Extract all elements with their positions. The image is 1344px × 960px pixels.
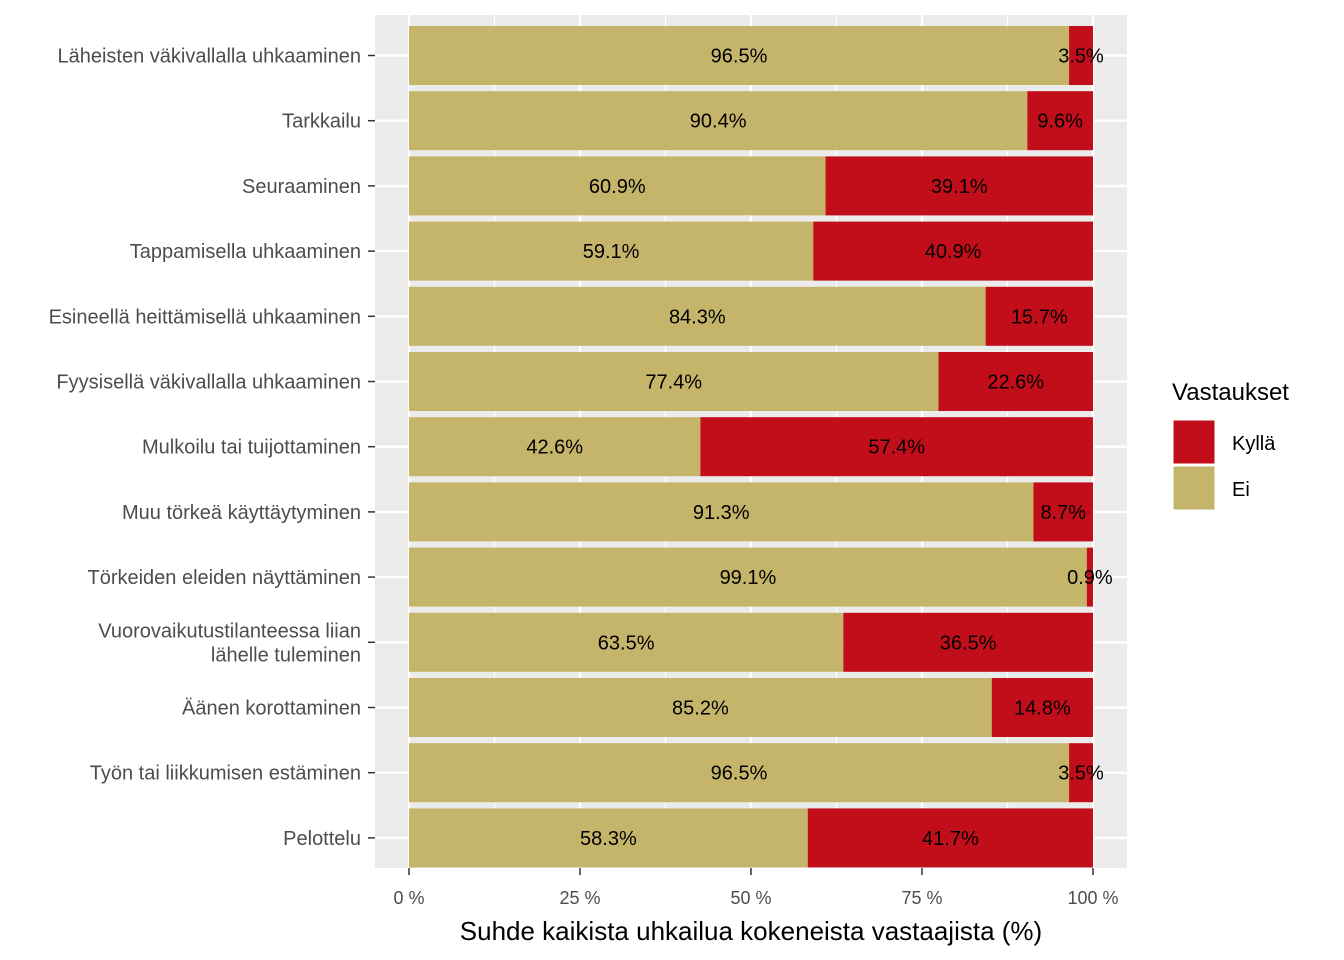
bar-kyll-: [1086, 547, 1093, 607]
bar-kyll-: [807, 808, 1093, 868]
category-label: Törkeiden eleiden näyttäminen: [87, 567, 361, 589]
bar-ei: [409, 417, 701, 477]
category-label: Äänen korottaminen: [182, 698, 361, 720]
bar-ei: [409, 808, 808, 868]
legend-title: Vastaukset: [1172, 379, 1289, 406]
data-label: 99.1%: [720, 567, 777, 589]
bar-ei: [409, 91, 1028, 151]
bar-kyll-: [938, 352, 1093, 411]
legend: Vastaukset Kyllä Ei: [1172, 379, 1289, 511]
bar-ei: [409, 26, 1070, 85]
category-label: Työn tai liikkumisen estäminen: [90, 763, 361, 785]
category-label: Esineellä heittämisellä uhkaaminen: [49, 306, 361, 328]
legend-swatch: [1172, 419, 1216, 465]
bar-ei: [409, 547, 1087, 607]
x-tick-label: 50 %: [730, 888, 771, 908]
data-label: 42.6%: [526, 437, 583, 459]
data-label: 84.3%: [669, 306, 726, 328]
data-label: 59.1%: [583, 241, 640, 263]
category-label: Fyysisellä väkivallalla uhkaaminen: [56, 372, 361, 394]
data-label: 22.6%: [987, 372, 1044, 394]
bar-kyll-: [700, 417, 1093, 477]
data-label: 96.5%: [711, 46, 768, 68]
category-label: Muu törkeä käyttäytyminen: [122, 502, 361, 524]
data-label: 90.4%: [690, 111, 747, 133]
x-tick-label: 25 %: [559, 888, 600, 908]
category-label: Mulkoilu tai tuijottaminen: [142, 437, 361, 459]
data-label: 40.9%: [925, 241, 982, 263]
category-label: lähelle tuleminen: [211, 644, 361, 666]
bar-kyll-: [985, 286, 1093, 346]
x-tick-label: 100 %: [1067, 888, 1118, 908]
data-label: 60.9%: [589, 176, 646, 198]
data-label: 15.7%: [1011, 306, 1068, 328]
bar-kyll-: [991, 678, 1093, 737]
bar-ei: [409, 352, 939, 411]
x-tick-label: 75 %: [901, 888, 942, 908]
legend-swatch: [1172, 465, 1216, 511]
x-axis: 0 % 25 % 50 % 75 % 100 %: [393, 868, 1119, 908]
data-label: 8.7%: [1040, 502, 1086, 524]
bars: [409, 26, 1093, 868]
bar-kyll-: [813, 221, 1093, 281]
bar-ei: [409, 221, 814, 281]
bar-ei: [409, 612, 844, 672]
legend-label: Ei: [1232, 479, 1250, 501]
bar-kyll-: [1069, 26, 1093, 85]
data-label: 0.9%: [1067, 567, 1113, 589]
data-label: 14.8%: [1014, 698, 1071, 720]
data-label: 96.5%: [711, 763, 768, 785]
data-label: 85.2%: [672, 698, 729, 720]
data-label: 39.1%: [931, 176, 988, 198]
data-label: 91.3%: [693, 502, 750, 524]
bar-kyll-: [843, 612, 1093, 672]
category-axis: Läheisten väkivallalla uhkaaminen Tarkkai…: [49, 46, 375, 850]
category-label: Pelottelu: [283, 828, 361, 850]
category-label: Läheisten väkivallalla uhkaaminen: [57, 46, 361, 68]
bar-ei: [409, 286, 986, 346]
bar-ei: [409, 678, 992, 737]
category-label: Vuorovaikutustilanteessa liian: [98, 620, 361, 642]
bar-ei: [409, 482, 1034, 542]
data-label: 41.7%: [922, 828, 979, 850]
category-label: Seuraaminen: [242, 176, 361, 198]
category-label: Tappamisella uhkaaminen: [130, 241, 361, 263]
data-label: 58.3%: [580, 828, 637, 850]
data-label: 9.6%: [1037, 111, 1083, 133]
data-label: 3.5%: [1058, 763, 1104, 785]
x-tick-label: 0 %: [393, 888, 424, 908]
bar-kyll-: [1027, 91, 1093, 151]
data-label: 57.4%: [868, 437, 925, 459]
bar-ei: [409, 156, 826, 216]
data-label: 3.5%: [1058, 46, 1104, 68]
data-label: 36.5%: [940, 632, 997, 654]
bar-kyll-: [1069, 743, 1093, 803]
bar-kyll-: [825, 156, 1093, 216]
legend-label: Kyllä: [1232, 433, 1276, 455]
bar-kyll-: [1033, 482, 1093, 542]
category-label: Tarkkailu: [282, 111, 361, 133]
data-labels: 96.5% 3.5% 90.4% 9.6% 60.9% 39.1% 59.1% 40.9% 84…: [526, 46, 1113, 850]
data-label: 63.5%: [598, 632, 655, 654]
bar-ei: [409, 743, 1070, 803]
x-axis-title: Suhde kaikista uhkailua kokeneista vasta…: [460, 916, 1042, 946]
data-label: 77.4%: [645, 372, 702, 394]
